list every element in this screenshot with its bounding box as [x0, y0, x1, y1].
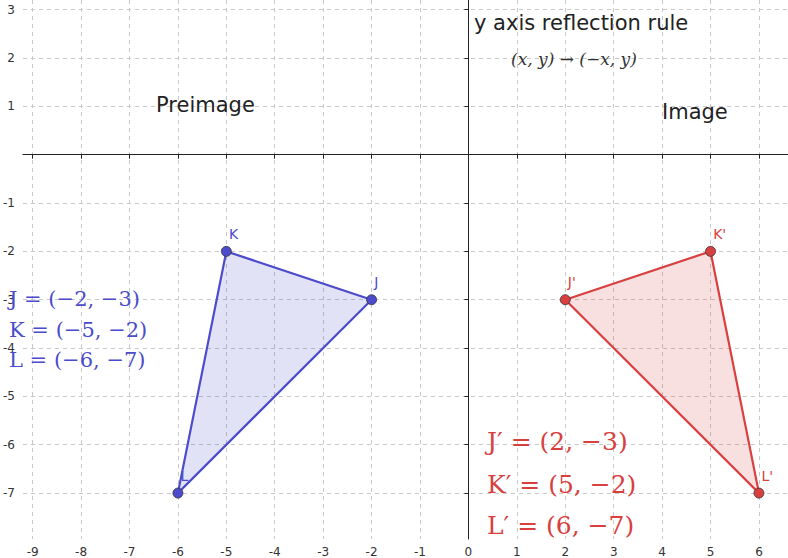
- svg-text:K: K: [229, 226, 239, 242]
- svg-text:3: 3: [610, 545, 618, 558]
- svg-text:-7: -7: [3, 486, 15, 500]
- svg-text:-1: -1: [3, 196, 15, 210]
- svg-text:1: 1: [513, 545, 521, 558]
- svg-text:-2: -2: [366, 545, 378, 558]
- svg-text:-9: -9: [27, 545, 39, 558]
- svg-text:y axis reflection rule: y axis reflection rule: [474, 11, 688, 35]
- svg-text:0: 0: [465, 545, 473, 558]
- svg-text:J = (−2, −3): J = (−2, −3): [7, 287, 140, 311]
- svg-text:-5: -5: [220, 545, 232, 558]
- svg-text:6: 6: [755, 545, 763, 558]
- svg-text:J': J': [567, 274, 576, 290]
- svg-text:-7: -7: [124, 545, 136, 558]
- svg-text:-6: -6: [172, 545, 184, 558]
- svg-text:5: 5: [707, 545, 715, 558]
- svg-text:J′ = (2, −3): J′ = (2, −3): [484, 427, 628, 456]
- svg-text:L = (−6, −7): L = (−6, −7): [9, 348, 146, 372]
- svg-text:-8: -8: [75, 545, 87, 558]
- svg-text:L′ = (6, −7): L′ = (6, −7): [487, 511, 634, 540]
- svg-text:-6: -6: [3, 438, 15, 452]
- svg-text:Image: Image: [662, 100, 728, 124]
- svg-text:-3: -3: [317, 545, 329, 558]
- svg-text:Preimage: Preimage: [156, 93, 255, 117]
- svg-text:K = (−5, −2): K = (−5, −2): [9, 318, 147, 342]
- svg-text:J: J: [373, 274, 378, 290]
- svg-text:1: 1: [7, 99, 15, 113]
- svg-text:L': L': [762, 468, 774, 484]
- svg-text:-4: -4: [269, 545, 281, 558]
- svg-text:K′ = (5, −2): K′ = (5, −2): [487, 470, 636, 499]
- svg-text:4: 4: [658, 545, 666, 558]
- svg-text:-1: -1: [414, 545, 426, 558]
- svg-text:3: 3: [7, 3, 15, 17]
- svg-text:2: 2: [561, 545, 569, 558]
- svg-text:-5: -5: [3, 389, 15, 403]
- svg-text:(x, y) → (−x, y): (x, y) → (−x, y): [511, 49, 637, 69]
- svg-text:K': K': [713, 226, 726, 242]
- svg-text:-2: -2: [3, 244, 15, 258]
- svg-text:2: 2: [7, 51, 15, 65]
- svg-text:L: L: [181, 468, 189, 484]
